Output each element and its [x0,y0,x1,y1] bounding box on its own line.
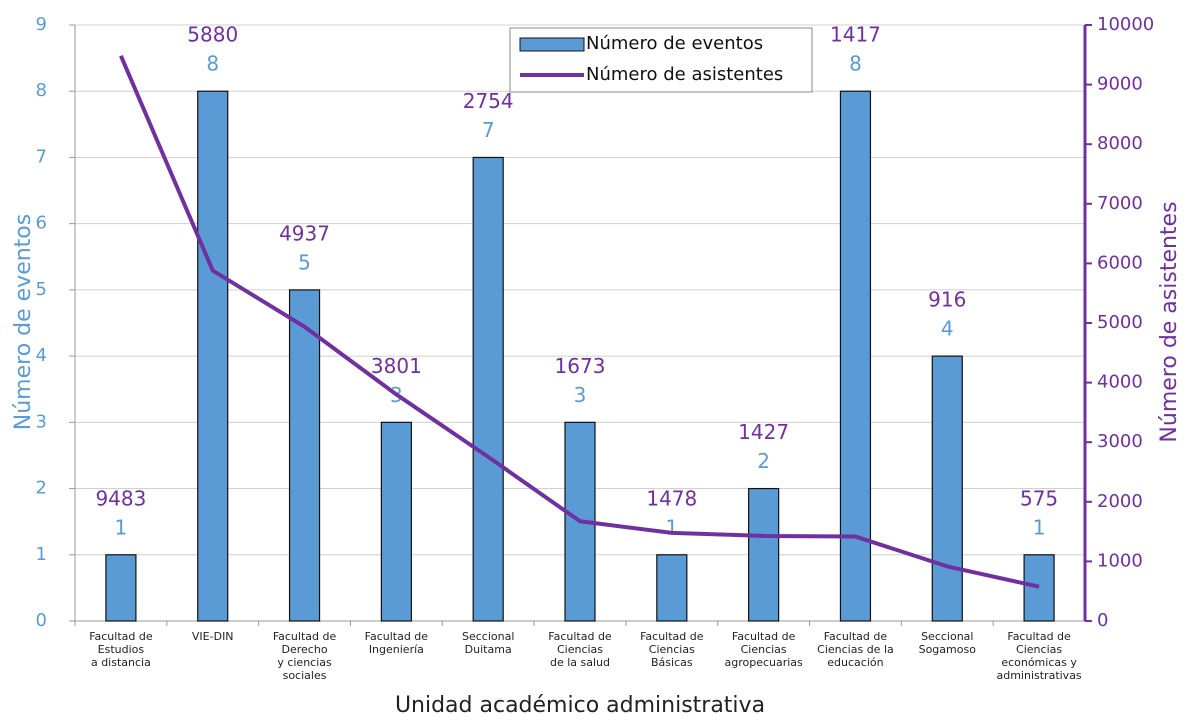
line-series [119,55,1040,589]
bar-value-label: 8 [849,52,862,76]
y2-tick-label: 2000 [1097,491,1143,512]
y-tick-label: 7 [36,146,47,167]
y2-tick-label: 7000 [1097,193,1143,214]
y2-tick-label: 1000 [1097,550,1143,571]
y2-tick-label: 5000 [1097,312,1143,333]
line-value-label: 1417 [830,23,881,47]
y2-tick-label: 6000 [1097,252,1143,273]
y-tick-label: 0 [36,610,47,631]
line-value-label: 2754 [463,89,514,113]
legend-swatch [519,37,585,52]
x-tick-label: Facultad de Ciencias agropecuarias [724,630,803,669]
y2-tick-label: 8000 [1097,133,1143,154]
bar [931,355,963,622]
x-tick-label: Facultad de Ingeniería [365,630,429,656]
bar [656,554,688,622]
bar [1023,554,1055,622]
bar [839,90,872,622]
bar [748,487,780,622]
bar [472,156,504,622]
legend-label: Número de eventos [586,33,763,54]
line-value-label: 3801 [371,354,422,378]
x-tick-label: Facultad de Ciencias de la educación [817,630,894,669]
y-tick-label: 6 [36,213,47,234]
bar-value-label: 1 [115,515,128,539]
y2-tick-label: 3000 [1097,431,1143,452]
x-tick-label: Facultad de Ciencias de la salud [548,630,612,669]
x-tick-label: Facultad de Derecho y ciencias sociales [273,630,337,682]
y-tick-label: 9 [36,14,47,35]
x-tick-label: Seccional Sogamoso [919,630,977,656]
x-tick-label: VIE-DIN [192,630,234,643]
bar-value-label: 8 [206,52,219,76]
x-tick-label: Seccional Duitama [462,630,514,656]
line-value-label: 1673 [555,354,606,378]
bar-value-label: 1 [1033,515,1046,539]
y2-tick-label: 9000 [1097,74,1143,95]
line-value-label: 1427 [738,420,789,444]
line-value-label: 1478 [646,486,697,510]
y2-tick-label: 0 [1097,610,1108,631]
y-tick-label: 5 [36,279,47,300]
bar [288,289,321,622]
y-tick-label: 8 [36,80,47,101]
y2-axis-title: Número de asistentes [1157,201,1182,442]
y-tick-label: 2 [36,478,47,499]
x-tick-label: Facultad de Estudios a distancia [89,630,153,669]
x-tick-label: Facultad de Ciencias Básicas [640,630,704,669]
line-value-label: 4937 [279,221,330,245]
legend-label: Número de asistentes [586,64,783,85]
y-tick-label: 3 [36,411,47,432]
bar-value-label: 4 [941,317,954,341]
y2-tick-label: 4000 [1097,372,1143,393]
bar [380,421,412,622]
bar-value-label: 3 [574,383,587,407]
x-axis-title: Unidad académico administrativa [395,693,765,718]
bar-value-label: 5 [298,250,311,274]
y-axis-title: Número de eventos [11,214,36,430]
line-value-label: 916 [928,288,966,312]
bar [197,90,229,622]
line-value-label: 9483 [95,486,146,510]
line-value-label: 5880 [187,23,238,47]
y2-tick-label: 10000 [1097,14,1154,35]
y-tick-label: 4 [36,345,47,366]
y-tick-label: 1 [36,544,47,565]
bar-value-label: 2 [757,449,770,473]
bar-value-label: 7 [482,118,495,142]
x-tick-label: Facultad de Ciencias económicas y administr… [996,630,1081,682]
bar [105,554,137,622]
line-value-label: 575 [1020,486,1058,510]
bar-value-label: 1 [665,515,678,539]
